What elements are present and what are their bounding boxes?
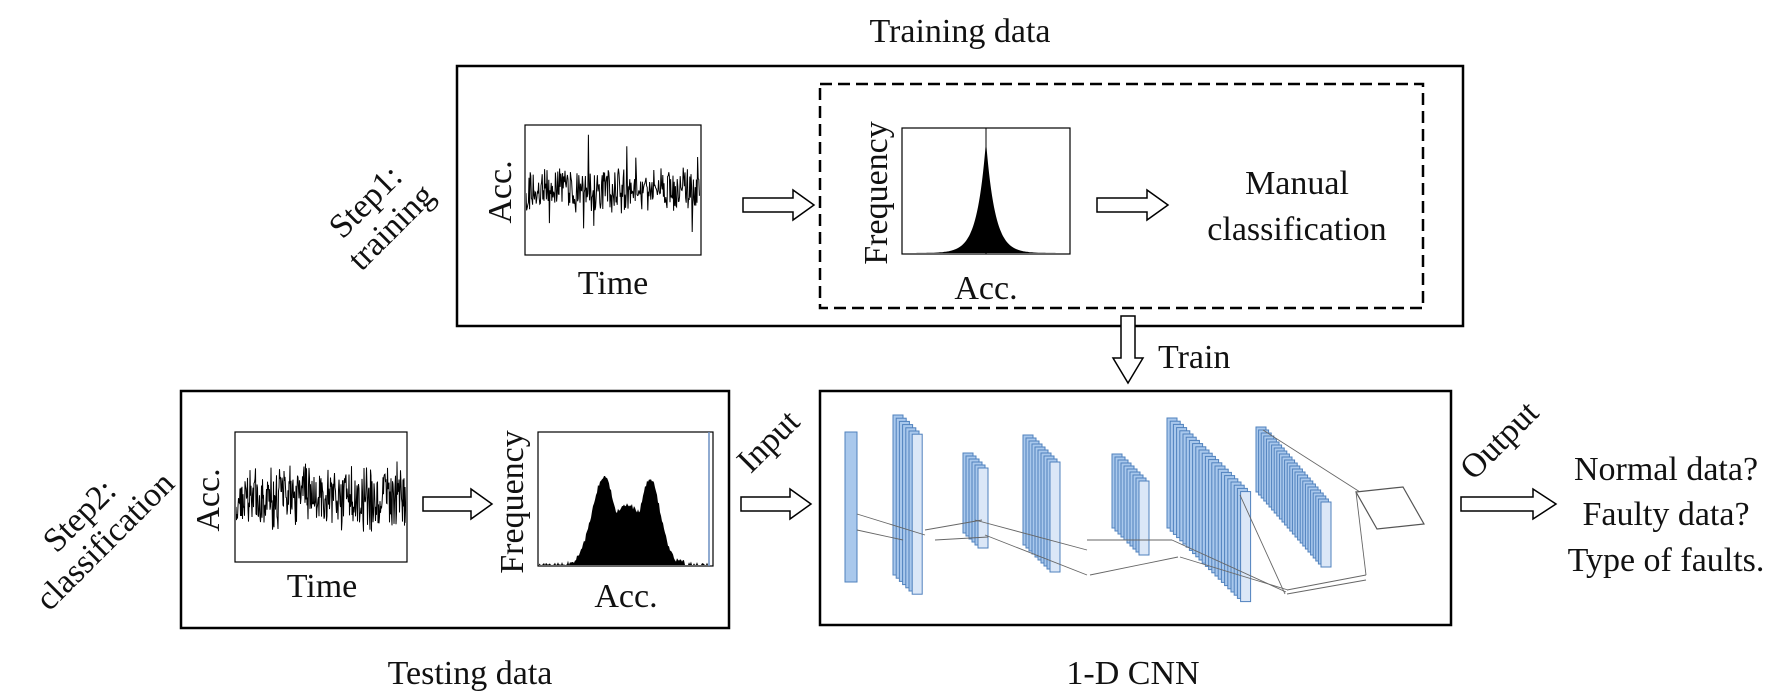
cnn-connection-line (1286, 574, 1367, 591)
cnn-connection-line (1089, 556, 1179, 576)
input-label: Input (730, 403, 807, 480)
output-item: Faulty data? (1582, 496, 1749, 533)
cnn-input-layer (844, 431, 858, 583)
training-time-signal (526, 134, 700, 233)
training-hist-plot: Frequency Acc. (858, 121, 1071, 307)
testing-data-title: Testing data (388, 655, 553, 692)
cnn-connection-line (1239, 494, 1286, 595)
cnn-connection-line (1355, 491, 1367, 576)
output-label: Output (1453, 394, 1546, 487)
output-arrow (1460, 487, 1558, 521)
testing-hist-ylabel: Frequency (494, 430, 531, 574)
input-arrow (740, 487, 813, 521)
training-box (455, 64, 1465, 328)
cnn-connection-line (1286, 579, 1367, 595)
cnn-network (844, 414, 1425, 603)
training-data-title: Training data (869, 13, 1050, 50)
testing-hist-plot: Frequency Acc. (494, 430, 714, 615)
testing-time-plot: Acc. Time (190, 431, 408, 605)
training-time-plot: Acc. Time (482, 124, 702, 302)
cnn-connection-line (856, 513, 926, 536)
output-list: Normal data? Faulty data? Type of faults… (1568, 451, 1765, 579)
testing-hist-xlabel: Acc. (594, 578, 657, 615)
cnn-box (818, 389, 1453, 627)
arrow-time-to-hist-testing (422, 487, 494, 521)
manual-classification-line2: classification (1207, 211, 1386, 248)
arrow-time-to-hist-training (742, 188, 816, 222)
testing-time-signal (236, 461, 406, 532)
step2-label: Step2: classification (29, 465, 182, 618)
cnn-connection-line (856, 529, 904, 541)
svg-text:Input: Input (730, 403, 807, 480)
cnn-feature-map (1240, 491, 1252, 603)
train-label: Train (1158, 339, 1230, 376)
cnn-connection-line (1179, 556, 1289, 591)
testing-time-xlabel: Time (287, 568, 358, 605)
cnn-connection-line (1262, 429, 1361, 493)
training-time-xlabel: Time (578, 265, 649, 302)
training-dashed-box (818, 82, 1425, 310)
cnn-feature-map (977, 467, 989, 549)
cnn-feature-map (1138, 480, 1150, 556)
cnn-connection-line (924, 519, 983, 531)
cnn-title: 1-D CNN (1066, 655, 1199, 692)
cnn-feature-map (1320, 501, 1332, 568)
output-item: Type of faults. (1568, 542, 1765, 579)
training-hist-shape (903, 141, 1069, 253)
cnn-connection-line (974, 519, 1088, 551)
testing-time-ylabel: Acc. (190, 468, 227, 531)
output-item: Normal data? (1574, 451, 1758, 488)
testing-hist-shape (539, 476, 708, 565)
manual-classification-line1: Manual (1245, 165, 1349, 202)
train-down-arrow (1111, 315, 1145, 385)
training-hist-xlabel: Acc. (954, 270, 1017, 307)
arrow-hist-to-manual (1096, 188, 1170, 222)
svg-text:Output: Output (1453, 394, 1546, 487)
cnn-feature-map (1049, 461, 1061, 573)
step1-label: Step1: training (322, 158, 442, 278)
cnn-connection-line (934, 536, 989, 541)
training-hist-ylabel: Frequency (858, 121, 895, 265)
cnn-feature-map (911, 433, 923, 595)
testing-box (179, 389, 731, 630)
cnn-fully-connected-layer (1355, 486, 1425, 530)
training-time-ylabel: Acc. (482, 160, 519, 223)
cnn-connection-line (984, 534, 1088, 576)
